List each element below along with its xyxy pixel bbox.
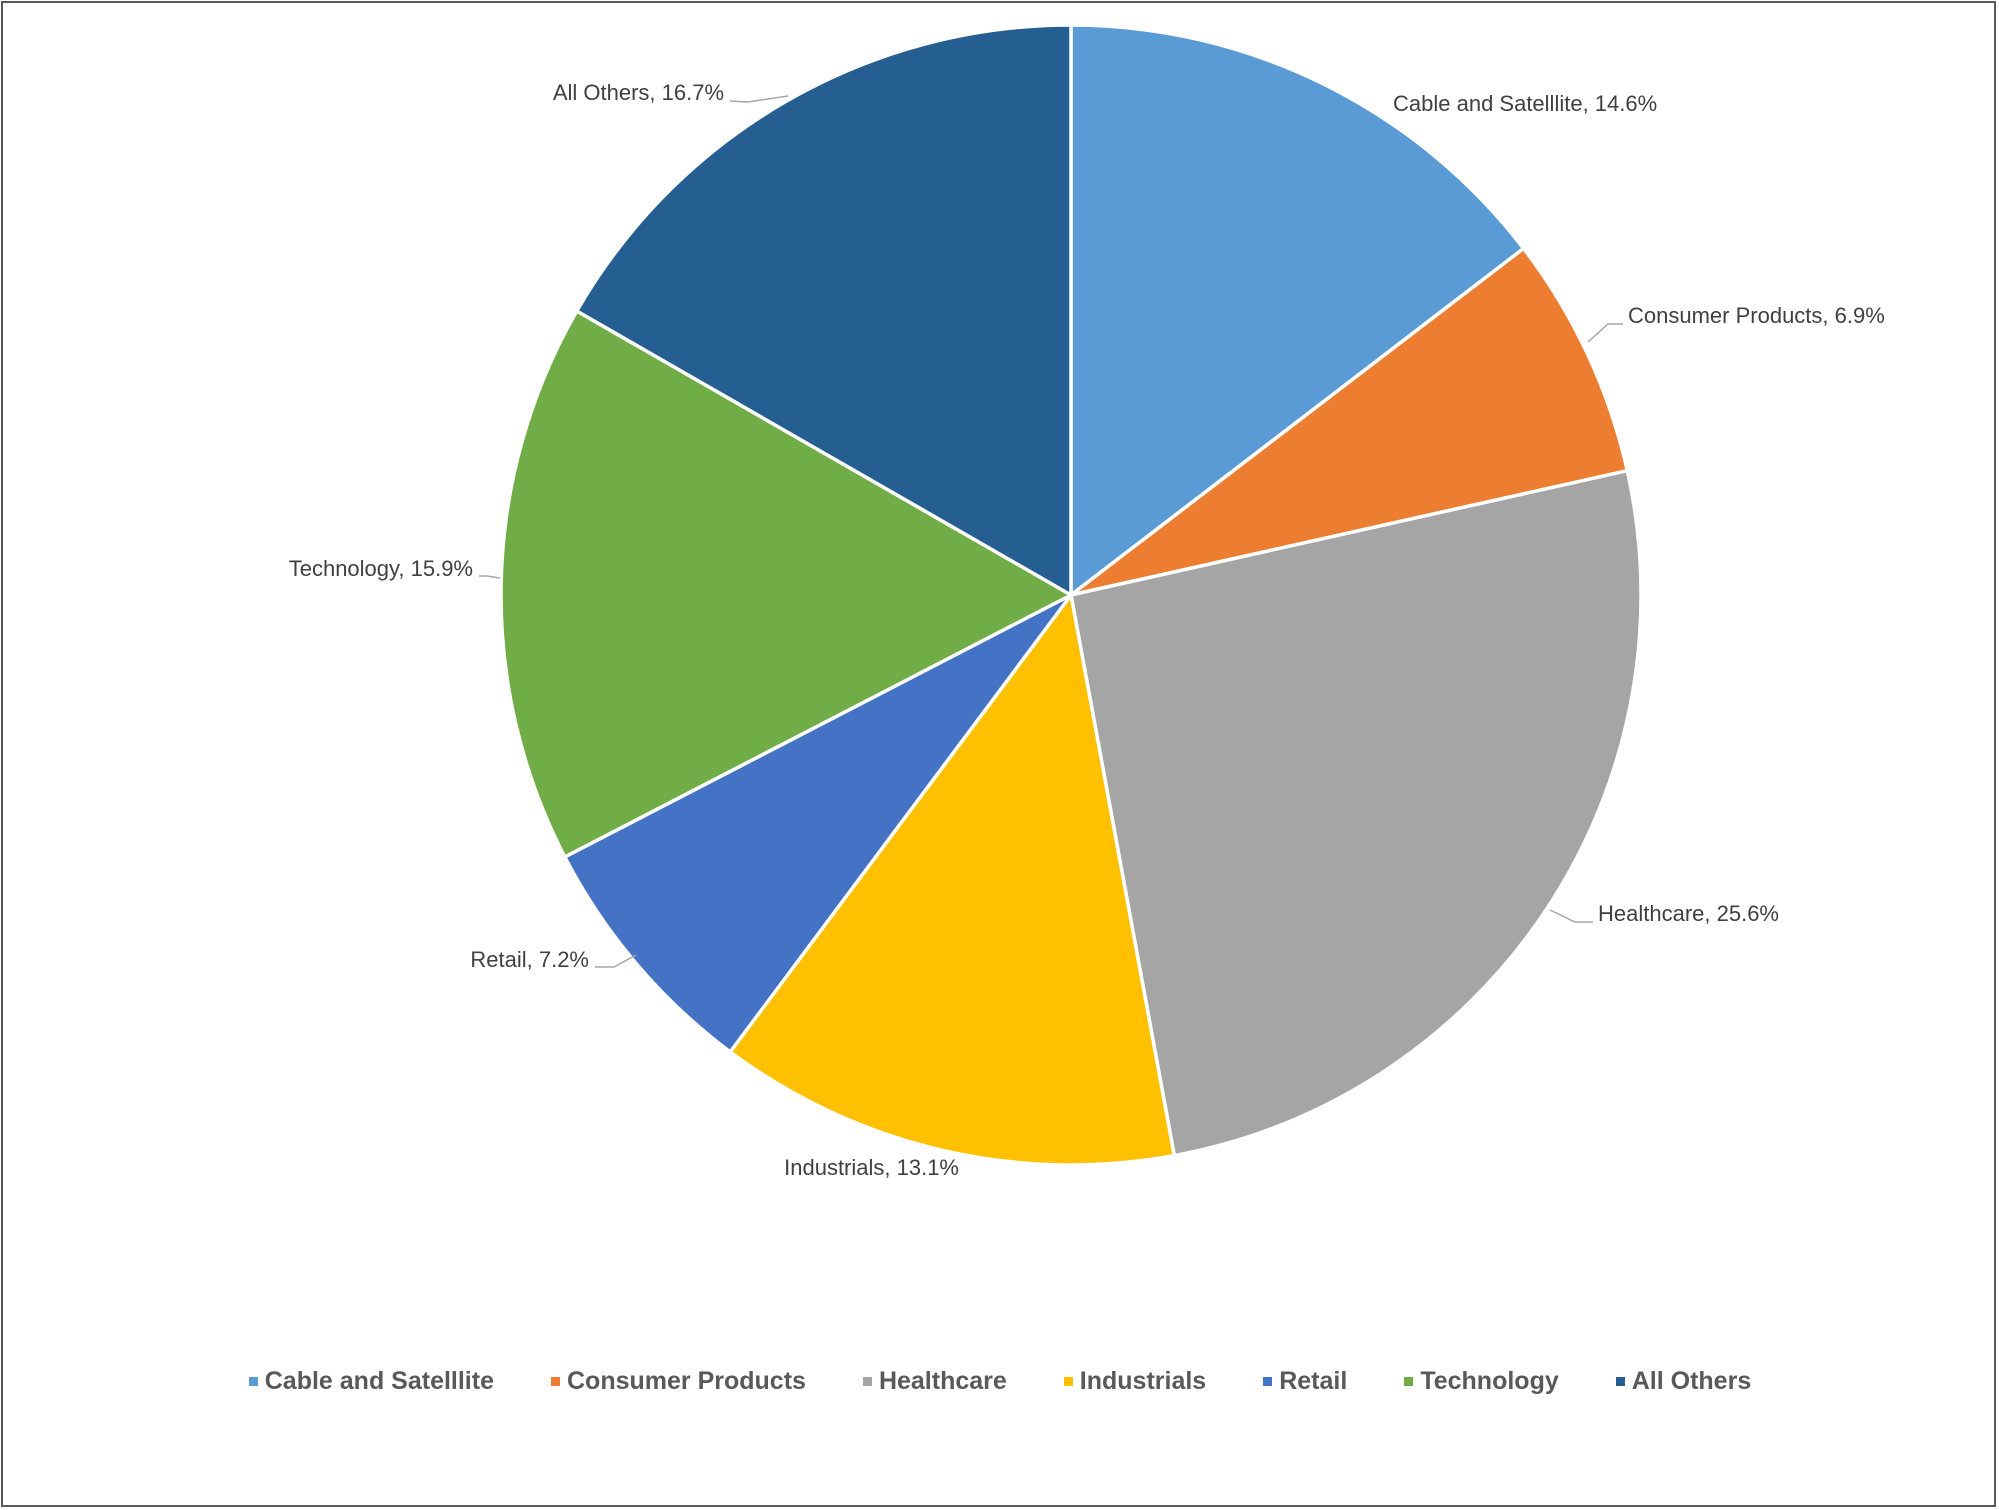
leader-line [729, 95, 789, 103]
legend-label: Technology [1420, 1366, 1559, 1395]
pie-slice-retail [563, 593, 1073, 1054]
pie-slices [499, 23, 1643, 1167]
pie-slice-industrials [728, 593, 1177, 1167]
data-label: Cable and Satelllite, 14.6% [1393, 91, 1657, 116]
data-labels: Cable and Satelllite, 14.6% Consumer Prod… [289, 80, 1885, 1180]
pie-slice-consumer-products [1069, 246, 1630, 597]
legend-label: Consumer Products [567, 1366, 806, 1395]
legend-swatch [862, 1376, 872, 1386]
data-label: Retail, 7.2% [470, 947, 589, 972]
leader-line [1549, 909, 1593, 923]
data-label: Industrials, 13.1% [784, 1155, 959, 1180]
data-label: Healthcare, 25.6% [1598, 901, 1779, 926]
data-label: Technology, 15.9% [289, 556, 473, 581]
legend: Cable and Satelllite Consumer Products H… [3, 1361, 1998, 1401]
pie-slice-healthcare [1069, 468, 1643, 1158]
pie-slice-cable-and-satelllite [1069, 23, 1526, 597]
legend-item: Cable and Satelllite [248, 1366, 494, 1396]
legend-label: Industrials [1079, 1366, 1207, 1395]
legend-swatch [248, 1376, 258, 1386]
leader-line [1587, 323, 1623, 343]
legend-swatch [1404, 1376, 1414, 1386]
legend-item: Retail [1263, 1367, 1347, 1396]
legend-swatch [1263, 1376, 1273, 1386]
data-label: Consumer Products, 6.9% [1628, 303, 1885, 328]
legend-swatch [1615, 1376, 1625, 1386]
legend-item: Industrials [1063, 1366, 1207, 1396]
pie-slice-technology [499, 309, 1073, 859]
legend-label: Healthcare [878, 1366, 1007, 1395]
legend-item: Technology [1404, 1366, 1559, 1396]
legend-label: Retail [1279, 1366, 1348, 1395]
leader-lines [479, 95, 1623, 968]
legend-item: Healthcare [862, 1366, 1007, 1396]
legend-item: All Others [1615, 1366, 1752, 1396]
data-label: All Others, 16.7% [553, 80, 724, 105]
leader-line [595, 954, 637, 968]
legend-label: Cable and Satelllite [264, 1366, 494, 1395]
pie-chart: Cable and Satelllite, 14.6% Consumer Prod… [289, 23, 1885, 1180]
legend-swatch [1063, 1376, 1073, 1386]
leader-line [479, 575, 501, 579]
legend-label: All Others [1631, 1366, 1752, 1395]
pie-slice-all-others [575, 23, 1073, 597]
legend-swatch [551, 1376, 560, 1386]
legend-item: Consumer Products [551, 1367, 806, 1396]
